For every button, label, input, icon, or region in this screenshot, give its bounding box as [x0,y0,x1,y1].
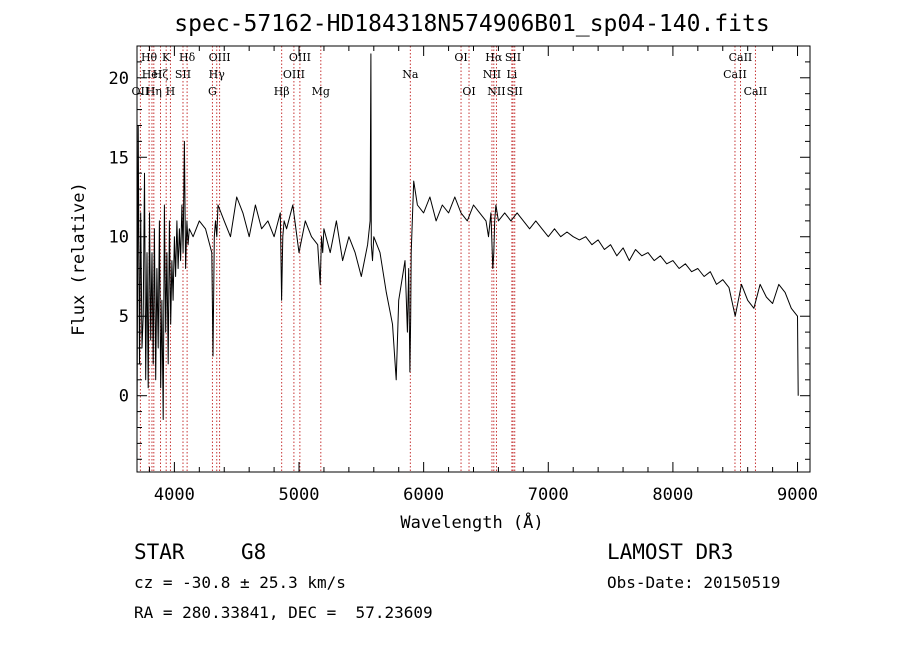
line-label-12: Hβ [274,85,290,98]
line-label-13: OIII [289,51,311,64]
x-axis-label: Wavelength (Å) [400,511,543,533]
line-label-1: OII [132,85,150,98]
line-label-22: SII [505,51,521,64]
line-label-4: Hζ [153,68,169,81]
line-label-6: H [166,85,176,98]
y-tick-label: 20 [109,69,129,89]
line-label-9: OIII [209,51,231,64]
line-label-20: NII [483,68,501,81]
y-tick-label: 15 [109,148,129,168]
y-tick-label: 5 [119,307,129,327]
spectrum-series [136,53,799,428]
line-label-17: OI [454,51,467,64]
chart-title: spec-57162-HD184318N574906B01_sp04-140.f… [174,11,769,37]
y-axis: 0 5 10 15 20 [109,61,810,460]
spectral-class: G8 [241,540,267,564]
line-label-11: G [208,85,217,98]
line-label-21: NII [487,85,505,98]
line-label-3: Hη [146,85,162,98]
obs-date: Obs-Date: 20150519 [607,573,781,592]
redshift-info: cz = -30.8 ± 25.3 km/s [134,573,346,592]
line-label-24: SII [507,85,523,98]
coordinates: RA = 280.33841, DEC = 57.23609 [134,603,433,622]
spectrum-line [136,53,799,428]
line-label-8: Hδ [179,51,196,64]
plot-frame [136,45,811,473]
x-tick-label: 9000 [777,485,818,505]
line-label-23: Li [506,68,517,81]
line-label-18: OI [462,85,475,98]
x-tick-label: 4000 [154,485,195,505]
line-label-14: OIII [283,68,305,81]
line-label-16: Na [402,68,419,81]
line-label-10: Hγ [209,68,226,81]
line-label-7: SII [175,68,191,81]
line-label-26: CaII [723,68,747,81]
object-type: STAR [134,540,185,564]
line-label-0: Hθ [141,51,158,64]
survey-name: LAMOST DR3 [607,540,734,564]
line-label-19: Hα [485,51,503,64]
line-label-27: CaII [744,85,768,98]
x-tick-label: 7000 [528,485,569,505]
line-label-25: CaII [729,51,753,64]
y-tick-label: 0 [119,387,129,407]
y-tick-label: 10 [109,228,129,248]
x-tick-label: 5000 [279,485,320,505]
line-label-15: Mg [312,85,330,98]
x-tick-label: 8000 [652,485,693,505]
x-tick-label: 6000 [403,485,444,505]
line-markers [139,46,756,472]
line-label-5: K [162,51,171,64]
x-axis: 4000 5000 6000 7000 8000 9000 [148,46,818,505]
y-axis-label: Flux (relative) [69,182,89,336]
